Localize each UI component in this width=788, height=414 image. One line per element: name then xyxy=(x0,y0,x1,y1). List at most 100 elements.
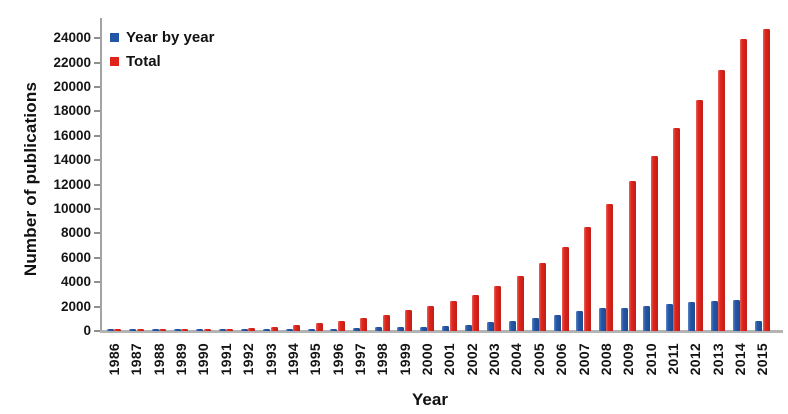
bar-total-2004 xyxy=(516,276,524,331)
x-tick-label-1993: 1993 xyxy=(262,343,279,376)
bar-yearly-2000 xyxy=(419,326,427,331)
bar-shading xyxy=(240,329,248,331)
bar-shading xyxy=(129,329,137,331)
bar-total-2003 xyxy=(494,286,502,331)
bar-total-1989 xyxy=(181,329,189,331)
bar-total-2007 xyxy=(583,226,591,331)
bar-yearly-1995 xyxy=(308,328,316,331)
legend-swatch-icon xyxy=(110,57,119,66)
bar-total-2015 xyxy=(762,29,770,331)
x-axis-line xyxy=(100,330,783,333)
bar-yearly-2012 xyxy=(688,302,696,331)
bar-total-1999 xyxy=(404,310,412,331)
bar-total-2005 xyxy=(539,263,547,331)
bar-total-1998 xyxy=(382,314,390,331)
x-tick-label-2010: 2010 xyxy=(642,343,659,376)
bar-yearly-1987 xyxy=(129,329,137,331)
y-tick-mark xyxy=(94,256,100,259)
x-tick-label-2003: 2003 xyxy=(486,343,503,376)
bar-total-1990 xyxy=(203,329,211,331)
bar-shading xyxy=(472,295,480,331)
bar-shading xyxy=(270,326,278,331)
bar-shading xyxy=(136,329,144,331)
bar-shading xyxy=(397,326,405,331)
bar-shading xyxy=(606,204,614,331)
x-tick-label-1990: 1990 xyxy=(195,343,212,376)
y-tick-mark xyxy=(94,37,100,40)
x-tick-label-1992: 1992 xyxy=(240,343,257,376)
bar-shading xyxy=(159,329,167,331)
bar-shading xyxy=(375,327,383,331)
bar-yearly-2014 xyxy=(732,299,740,331)
bar-yearly-1996 xyxy=(330,328,338,331)
bar-yearly-2010 xyxy=(643,306,651,331)
x-tick-label-2009: 2009 xyxy=(620,343,637,376)
y-tick-mark xyxy=(94,330,100,332)
bar-total-1991 xyxy=(226,329,234,331)
bar-yearly-2009 xyxy=(621,307,629,331)
x-tick-label-1987: 1987 xyxy=(128,343,145,376)
y-tick-mark xyxy=(94,183,100,186)
bar-shading xyxy=(643,306,651,331)
plot-area: 0 2000 4000 6000 8000 10000 12000 14000 16000 180… xyxy=(53,18,783,338)
bar-shading xyxy=(248,328,256,331)
bar-yearly-2007 xyxy=(576,310,584,331)
bar-yearly-2004 xyxy=(509,320,517,331)
bar-shading xyxy=(762,29,770,331)
x-tick-label-1996: 1996 xyxy=(329,343,346,376)
y-tick-mark xyxy=(94,134,100,137)
bar-shading xyxy=(531,318,539,331)
x-tick-label-2015: 2015 xyxy=(754,343,771,376)
bar-shading xyxy=(404,310,412,331)
bar-shading xyxy=(106,329,114,331)
bar-total-1993 xyxy=(270,326,278,331)
y-tick-label: 18000 xyxy=(53,103,91,119)
x-tick-label-2012: 2012 xyxy=(687,343,704,376)
x-tick-label-1997: 1997 xyxy=(351,343,368,376)
x-tick-label-2004: 2004 xyxy=(508,343,525,376)
x-tick-label-1998: 1998 xyxy=(374,343,391,376)
x-tick-label-2000: 2000 xyxy=(419,343,436,376)
y-tick-mark xyxy=(94,61,100,64)
y-tick-label: 20000 xyxy=(53,79,91,94)
bar-shading xyxy=(650,155,658,331)
y-tick-label: 4000 xyxy=(60,274,91,290)
x-tick-label-2011: 2011 xyxy=(665,343,681,375)
y-tick-mark xyxy=(94,159,100,162)
bar-total-2001 xyxy=(449,301,457,331)
bar-shading xyxy=(181,329,189,331)
legend-swatch-icon xyxy=(110,33,119,42)
x-tick-label-1988: 1988 xyxy=(150,343,167,376)
bar-shading xyxy=(732,299,740,331)
bar-total-2014 xyxy=(740,38,748,331)
y-tick-label: 10000 xyxy=(53,201,91,216)
bar-shading xyxy=(449,301,457,331)
bar-yearly-1993 xyxy=(263,329,271,331)
bar-total-2013 xyxy=(718,69,726,331)
x-tick-label-1995: 1995 xyxy=(307,343,324,376)
bar-yearly-1986 xyxy=(106,329,114,331)
x-tick-label-2014: 2014 xyxy=(732,343,749,376)
bar-shading xyxy=(554,314,561,331)
bar-yearly-1992 xyxy=(240,329,248,331)
y-tick-label: 24000 xyxy=(53,30,91,46)
legend-row: Year by year xyxy=(110,30,214,45)
x-tick-label-1991: 1991 xyxy=(217,343,234,376)
bar-shading xyxy=(755,321,763,331)
bar-total-2011 xyxy=(673,128,681,331)
bar-total-2006 xyxy=(561,246,569,331)
bar-total-1988 xyxy=(159,329,167,331)
y-tick-label: 8000 xyxy=(60,225,91,241)
bar-shading xyxy=(673,128,681,331)
legend-label: Year by year xyxy=(126,29,215,46)
bar-shading xyxy=(114,329,122,331)
bar-shading xyxy=(151,329,159,331)
y-tick-label: 16000 xyxy=(53,127,91,143)
bar-shading xyxy=(710,301,718,331)
bar-shading xyxy=(330,328,338,331)
bar-total-2002 xyxy=(472,295,480,331)
bar-shading xyxy=(419,326,427,331)
bar-shading xyxy=(218,329,226,331)
x-tick-label-1989: 1989 xyxy=(173,343,190,376)
